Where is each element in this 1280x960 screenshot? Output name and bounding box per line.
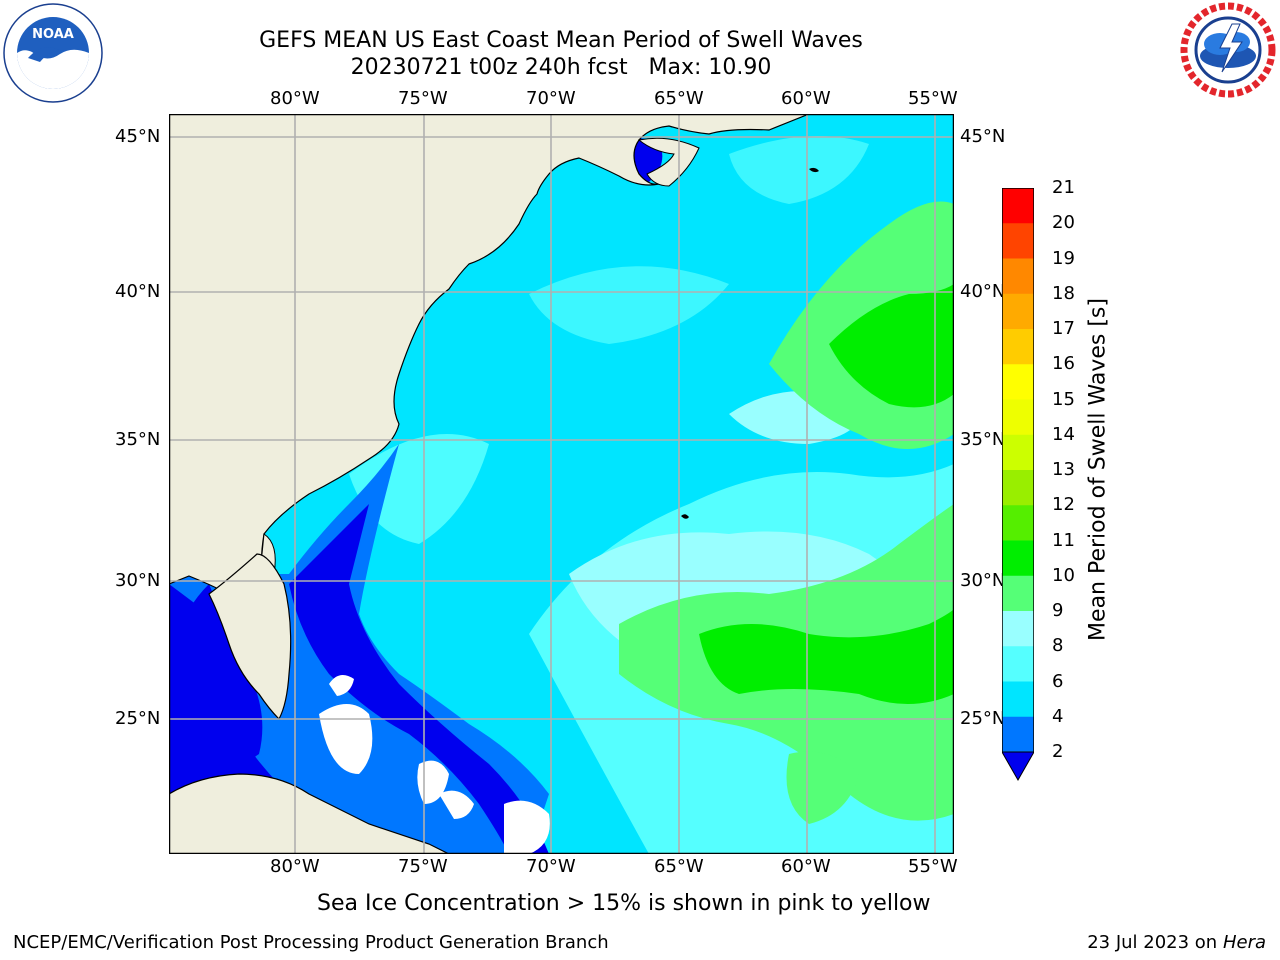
noaa-logo-text: NOAA bbox=[32, 27, 74, 42]
lat-label-left-30n: 30°N bbox=[115, 570, 161, 591]
colorbar-tick-label: 16 bbox=[1052, 353, 1075, 375]
colorbar-swatch bbox=[1002, 399, 1034, 436]
lon-label-bottom-80w: 80°W bbox=[270, 856, 320, 877]
colorbar-swatch bbox=[1002, 293, 1034, 330]
colorbar-swatch bbox=[1002, 575, 1034, 612]
colorbar-tick-label: 20 bbox=[1052, 212, 1075, 234]
colorbar-swatch bbox=[1002, 505, 1034, 541]
lat-label-right-35n: 35°N bbox=[960, 429, 1006, 450]
lon-label-top-60w: 60°W bbox=[781, 88, 831, 109]
colorbar-tick-labels: 2 4 6 8 9 10 11 12 13 14 15 16 17 18 19 20 21 bbox=[1052, 178, 1092, 778]
colorbar-tick-label: 21 bbox=[1052, 177, 1075, 198]
colorbar-swatch bbox=[1002, 434, 1034, 471]
colorbar-swatch bbox=[1002, 646, 1034, 682]
colorbar-tick-label: 19 bbox=[1052, 247, 1075, 269]
colorbar-swatch bbox=[1002, 258, 1034, 295]
footer-host: Hera bbox=[1222, 932, 1266, 953]
colorbar-swatch bbox=[1002, 329, 1034, 365]
colorbar bbox=[1001, 187, 1035, 782]
lat-label-left-25n: 25°N bbox=[115, 708, 161, 729]
lon-label-top-70w: 70°W bbox=[526, 88, 576, 109]
colorbar-swatch bbox=[1002, 716, 1034, 753]
colorbar-tick-label: 10 bbox=[1052, 564, 1075, 586]
lon-label-top-80w: 80°W bbox=[270, 88, 320, 109]
footer-credit: NCEP/EMC/Verification Post Processing Pr… bbox=[13, 932, 609, 953]
colorbar-tick-label: 8 bbox=[1052, 635, 1064, 657]
map-subtitle: 20230721 t00z 240h fcst Max: 10.90 bbox=[350, 55, 772, 80]
colorbar-swatch bbox=[1002, 681, 1034, 718]
lon-label-bottom-55w: 55°W bbox=[908, 856, 958, 877]
colorbar-tick-label: 11 bbox=[1052, 529, 1075, 551]
lat-label-right-45n: 45°N bbox=[960, 126, 1006, 147]
lat-label-left-35n: 35°N bbox=[115, 429, 161, 450]
sea-ice-note: Sea Ice Concentration > 15% is shown in … bbox=[317, 891, 931, 916]
lat-label-left-45n: 45°N bbox=[115, 126, 161, 147]
footer-date: 23 Jul 2023 on Hera bbox=[1087, 932, 1266, 954]
lon-label-bottom-70w: 70°W bbox=[526, 856, 576, 877]
lat-label-right-25n: 25°N bbox=[960, 708, 1006, 729]
noaa-logo: NOAA bbox=[2, 2, 104, 104]
lon-label-top-55w: 55°W bbox=[908, 88, 958, 109]
colorbar-swatch bbox=[1002, 364, 1034, 400]
colorbar-swatch bbox=[1002, 540, 1034, 577]
lat-label-right-40n: 40°N bbox=[960, 281, 1006, 302]
colorbar-tick-label: 9 bbox=[1052, 600, 1064, 621]
map-title: GEFS MEAN US East Coast Mean Period of S… bbox=[259, 28, 863, 53]
lon-label-top-65w: 65°W bbox=[654, 88, 704, 109]
colorbar-tick-label: 12 bbox=[1052, 494, 1075, 516]
lon-label-top-75w: 75°W bbox=[398, 88, 448, 109]
colorbar-tick-label: 15 bbox=[1052, 388, 1075, 410]
lon-label-bottom-65w: 65°W bbox=[654, 856, 704, 877]
swell-period-map bbox=[168, 113, 955, 855]
colorbar-swatches bbox=[1001, 187, 1035, 782]
colorbar-under-arrow bbox=[1001, 751, 1035, 782]
colorbar-title: Mean Period of Swell Waves [s] bbox=[1085, 298, 1111, 641]
colorbar-tick-label: 6 bbox=[1052, 670, 1064, 692]
lat-label-left-40n: 40°N bbox=[115, 281, 161, 302]
colorbar-tick-label: 13 bbox=[1052, 459, 1075, 480]
colorbar-tick-label: 4 bbox=[1052, 705, 1064, 727]
colorbar-tick-label: 18 bbox=[1052, 282, 1075, 304]
colorbar-swatch bbox=[1002, 470, 1034, 506]
colorbar-tick-label: 14 bbox=[1052, 423, 1075, 445]
lon-label-bottom-60w: 60°W bbox=[781, 856, 831, 877]
lon-label-bottom-75w: 75°W bbox=[398, 856, 448, 877]
colorbar-swatch bbox=[1002, 611, 1034, 647]
colorbar-swatch bbox=[1002, 188, 1034, 224]
colorbar-tick-label: 2 bbox=[1052, 741, 1064, 762]
footer-date-text: 23 Jul 2023 on bbox=[1087, 932, 1223, 953]
nws-logo bbox=[1176, 0, 1280, 104]
colorbar-tick-label: 17 bbox=[1052, 318, 1075, 339]
lat-label-right-30n: 30°N bbox=[960, 570, 1006, 591]
map-canvas bbox=[168, 113, 955, 855]
colorbar-swatch bbox=[1002, 223, 1034, 259]
